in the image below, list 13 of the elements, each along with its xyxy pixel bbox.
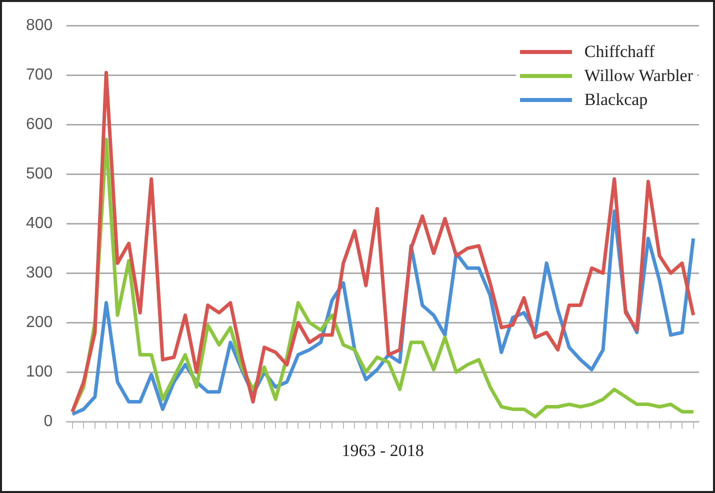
y-tick-label: 500: [26, 166, 53, 183]
y-tick-label: 0: [44, 413, 53, 430]
x-axis-title: 1963 - 2018: [342, 441, 424, 460]
y-tick-label: 100: [26, 364, 53, 381]
legend-label: Blackcap: [584, 90, 648, 110]
y-tick-label: 800: [26, 17, 53, 34]
legend-label: Willow Warbler: [584, 66, 693, 86]
y-tick-label: 600: [26, 116, 53, 134]
y-tick-label: 300: [26, 264, 53, 282]
y-tick-label: 700: [26, 66, 53, 84]
legend-label: Chiffchaff: [584, 42, 655, 62]
y-tick-label: 200: [26, 314, 53, 332]
y-tick-label: 400: [26, 215, 53, 232]
